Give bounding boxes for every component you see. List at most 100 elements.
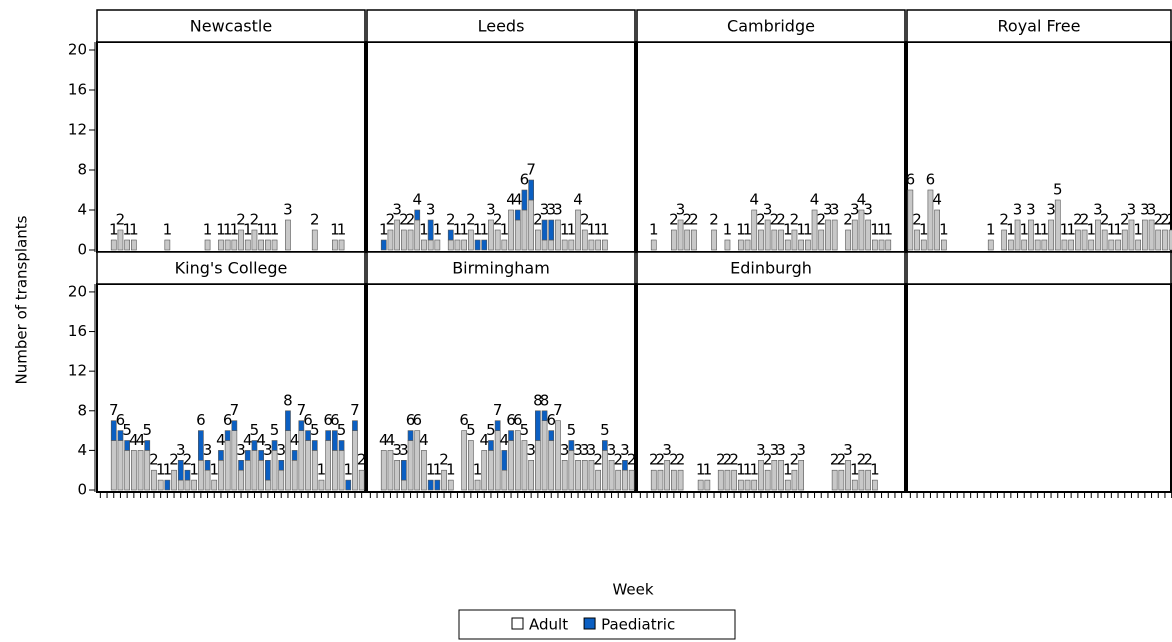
- value-label: 3: [756, 441, 766, 459]
- bar-segment: [421, 239, 427, 251]
- value-label: 2: [999, 211, 1009, 229]
- bar-segment: [204, 239, 211, 251]
- bar-segment: [144, 440, 151, 451]
- bar-segment: [501, 469, 508, 491]
- value-label: 7: [493, 401, 503, 419]
- bar-segment: [1061, 239, 1068, 251]
- value-label: 3: [546, 201, 556, 219]
- bar-segment: [1014, 219, 1021, 251]
- value-label: 4: [379, 431, 389, 449]
- bar-segment: [414, 430, 421, 491]
- value-label: 2: [310, 211, 320, 229]
- bar-segment: [251, 440, 258, 451]
- bar-segment: [380, 450, 387, 491]
- value-label: 2: [912, 211, 922, 229]
- bar-segment: [858, 209, 865, 251]
- bar-segment: [872, 479, 878, 491]
- value-label: 6: [323, 411, 333, 429]
- value-label: 6: [546, 411, 556, 429]
- bar-segment: [677, 219, 684, 251]
- bar-segment: [561, 460, 568, 491]
- value-label: 7: [109, 401, 119, 419]
- value-label: 6: [303, 411, 313, 429]
- legend-box: [458, 609, 736, 640]
- bar-segment: [845, 229, 851, 251]
- value-label: 4: [216, 431, 226, 449]
- value-label: 8: [533, 391, 543, 409]
- bar-segment: [568, 239, 575, 251]
- value-label: 3: [863, 201, 873, 219]
- value-label: 2: [682, 211, 692, 229]
- y-tick-label: 4: [77, 441, 87, 459]
- bar-segment: [501, 239, 508, 251]
- bar-segment: [224, 430, 231, 441]
- bar-segment: [1101, 229, 1108, 251]
- bar-segment: [764, 219, 771, 251]
- value-label: 3: [1046, 201, 1056, 219]
- value-label: 5: [270, 421, 280, 439]
- bar-segment: [865, 469, 871, 491]
- bar-segment: [238, 460, 244, 471]
- bar-segment: [468, 229, 474, 251]
- bar-segment: [581, 229, 588, 251]
- bar-segment: [244, 450, 251, 461]
- value-label: 2: [790, 451, 800, 469]
- bar-segment: [380, 239, 387, 251]
- bar-segment: [318, 479, 325, 491]
- bar-segment: [427, 479, 434, 491]
- bar-segment: [131, 450, 137, 491]
- value-label: 1: [446, 461, 456, 479]
- value-label: 6: [520, 171, 530, 189]
- value-label: 1: [433, 221, 443, 239]
- bar-segment: [218, 460, 224, 491]
- bar-segment: [110, 440, 117, 491]
- value-label: 2: [627, 451, 637, 469]
- bar-segment: [345, 479, 352, 491]
- value-label: 2: [816, 211, 826, 229]
- value-label: 2: [1100, 211, 1110, 229]
- bar-segment: [238, 229, 244, 251]
- bar-segment: [305, 430, 311, 441]
- value-label: 1: [1113, 221, 1123, 239]
- value-label: 2: [776, 211, 786, 229]
- bar-segment: [771, 229, 778, 251]
- bar-segment: [110, 239, 117, 251]
- bar-segment: [401, 229, 407, 251]
- bar-segment: [825, 219, 831, 251]
- value-label: 2: [236, 211, 246, 229]
- value-label: 1: [1086, 221, 1096, 239]
- panel-header: [96, 251, 366, 285]
- bar-segment: [231, 239, 238, 251]
- value-label: 1: [122, 221, 132, 239]
- bar-segment: [387, 229, 394, 251]
- bar-segment: [602, 440, 608, 451]
- value-label: 3: [176, 441, 186, 459]
- value-label: 3: [580, 441, 590, 459]
- bar-segment: [1028, 219, 1034, 251]
- bar-segment: [461, 430, 467, 491]
- bar-segment: [1048, 219, 1054, 251]
- value-label: 5: [250, 421, 260, 439]
- value-label: 1: [426, 461, 436, 479]
- value-label: 5: [122, 421, 132, 439]
- value-label: 1: [1040, 221, 1050, 239]
- bar-segment: [198, 460, 204, 491]
- bar-segment: [588, 460, 595, 491]
- bar-segment: [764, 469, 771, 491]
- y-tick-label: 8: [77, 401, 87, 419]
- value-label: 1: [109, 221, 119, 239]
- bar-segment: [117, 229, 124, 251]
- bar-segment: [581, 460, 588, 491]
- value-label: 1: [1066, 221, 1076, 239]
- value-label: 1: [736, 221, 746, 239]
- bar-segment: [258, 460, 264, 491]
- value-label: 4: [479, 431, 489, 449]
- bar-segment: [278, 460, 285, 471]
- bar-segment: [548, 219, 555, 241]
- bar-segment: [481, 450, 488, 491]
- bar-segment: [231, 430, 238, 491]
- y-tick-label: 0: [77, 241, 87, 259]
- value-label: 2: [1120, 211, 1130, 229]
- bar-segment: [671, 229, 677, 251]
- bar-segment: [1135, 239, 1141, 251]
